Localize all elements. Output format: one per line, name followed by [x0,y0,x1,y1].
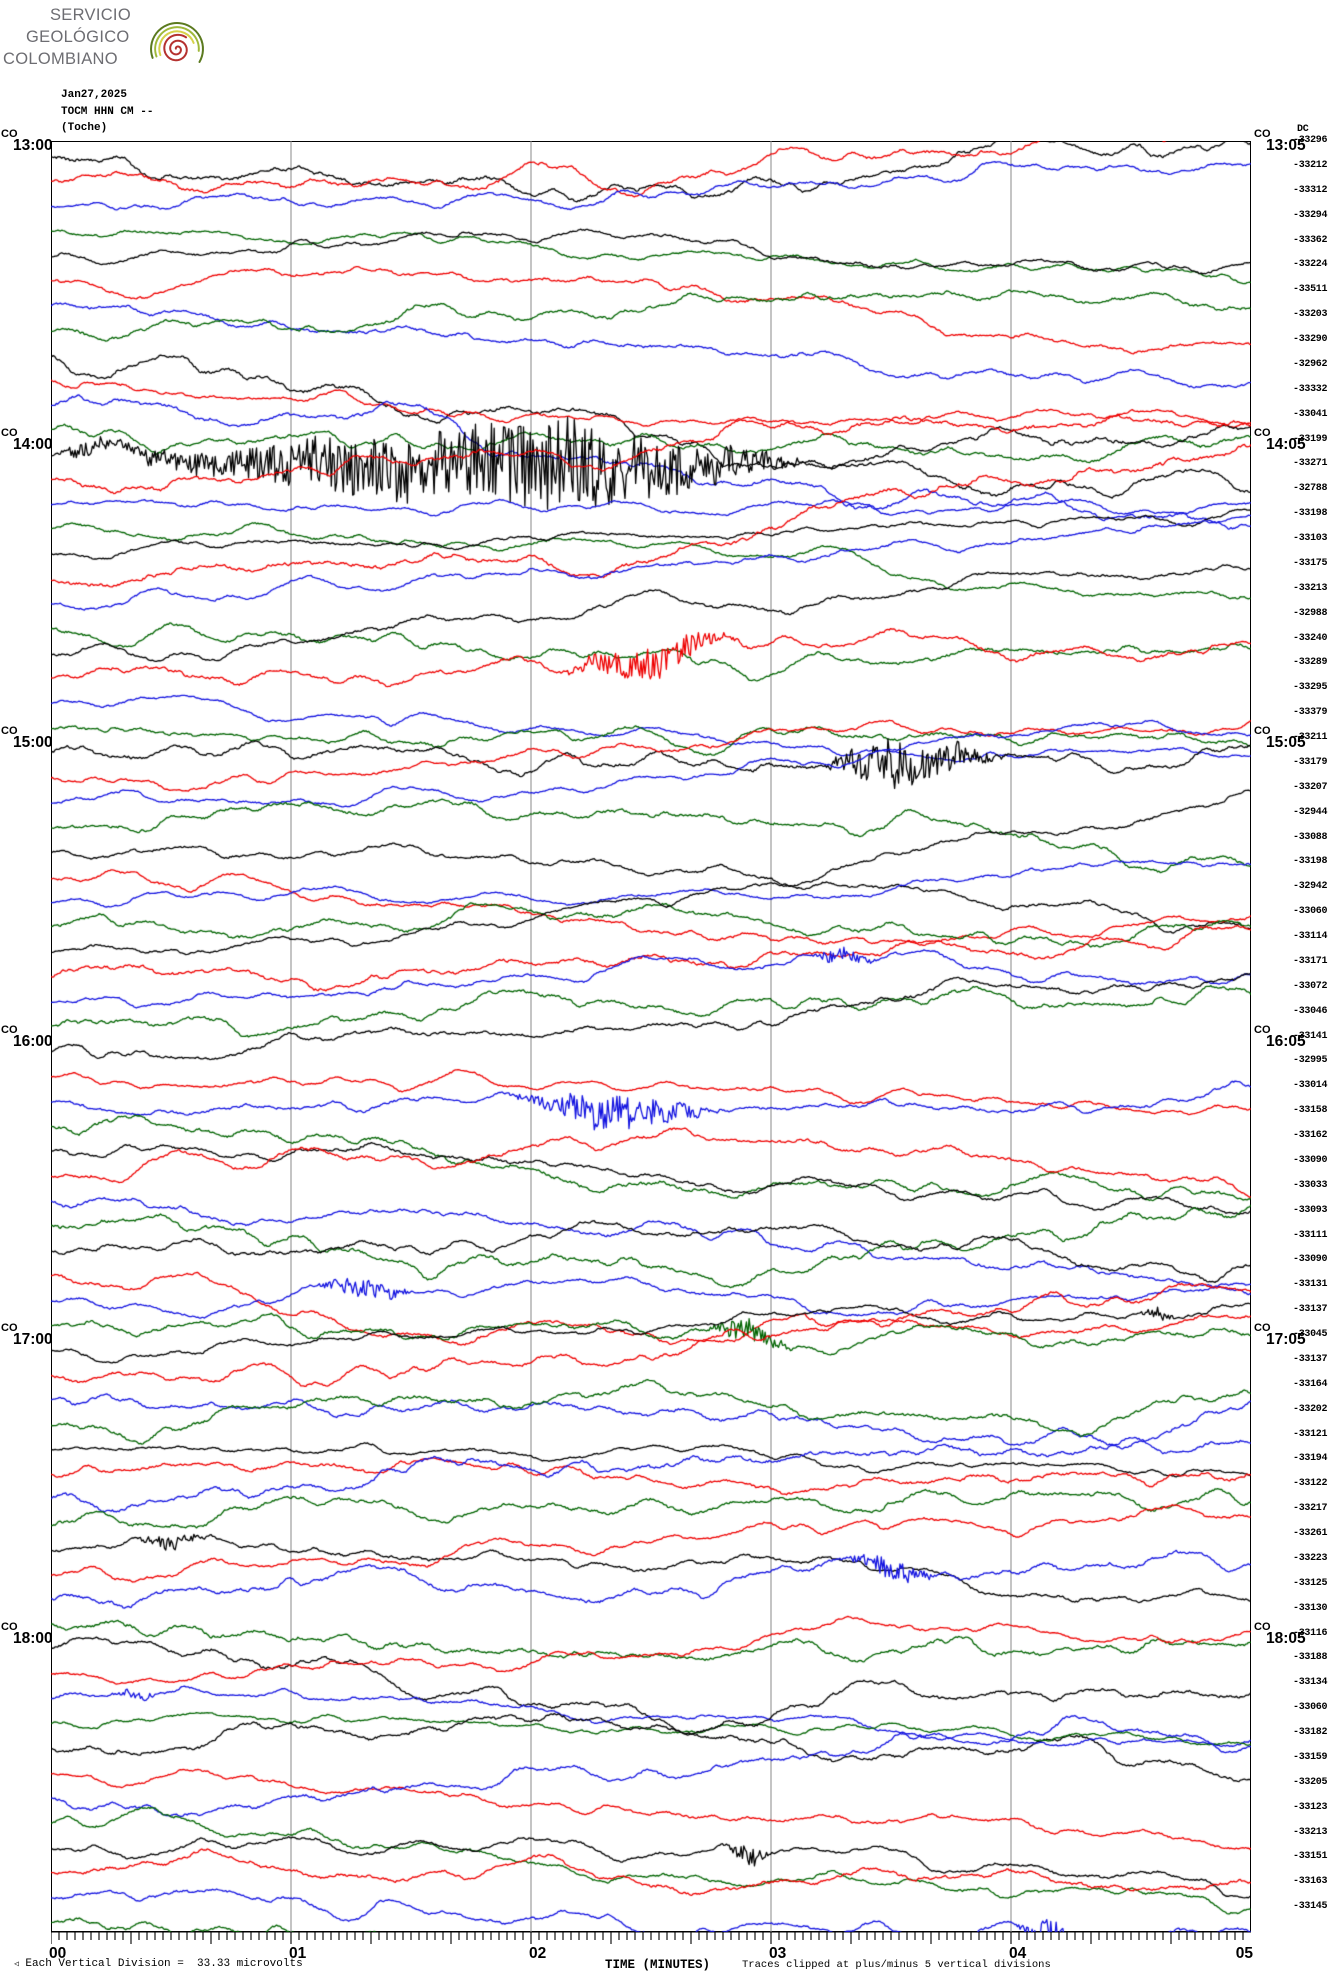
svg-text:GEOLÓGICO: GEOLÓGICO [26,27,130,46]
svg-text:SERVICIO: SERVICIO [50,6,131,24]
svg-text:COLOMBIANO: COLOMBIANO [3,50,118,68]
